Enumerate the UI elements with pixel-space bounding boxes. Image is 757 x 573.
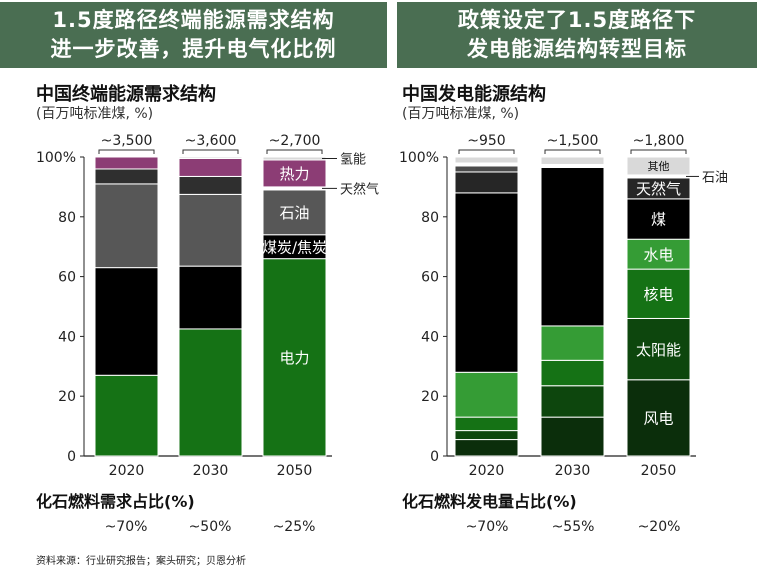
- left-y-tick-label: 80: [58, 210, 76, 226]
- right-segment-label: 风电: [643, 410, 673, 428]
- left-segment-label: 电力: [279, 349, 309, 367]
- banner-left-line-1: 1.5度路径终端能源需求结构: [52, 8, 335, 32]
- right-bar-2030-seg-3: [540, 325, 605, 361]
- left-bar-2030-seg-2: [178, 193, 243, 267]
- right-total-bracket: [458, 149, 515, 154]
- left-chart-title: 中国终端能源需求结构: [36, 84, 216, 105]
- right-total-label: ~1,500: [547, 133, 599, 149]
- right-bar-2020-seg-2: [454, 416, 519, 432]
- left-total-label: ~2,700: [269, 133, 321, 149]
- left-bar-2050-seg-5: [262, 159, 327, 188]
- left-share-2050: ~25%: [272, 519, 316, 535]
- left-bar-2050-seg-0: [262, 258, 327, 457]
- right-y-tick-label: 80: [421, 210, 439, 226]
- left-segment-label: 石油: [279, 204, 309, 222]
- left-y-tick-label: 40: [58, 329, 76, 345]
- banner-right: 政策设定了1.5度路径下 发电能源结构转型目标: [397, 2, 757, 68]
- left-bar-2030-seg-3: [178, 175, 243, 195]
- right-category-label: 2050: [641, 463, 677, 479]
- left-bar-2030-seg-0: [178, 328, 243, 457]
- right-bar-2030-seg-2: [540, 359, 605, 387]
- left-callout-label: 天然气: [340, 181, 379, 197]
- left-y-tick-label: 0: [67, 449, 76, 465]
- left-category-label: 2020: [109, 463, 145, 479]
- right-segment-label: 水电: [643, 246, 673, 264]
- right-bar-2020-seg-1: [454, 430, 519, 441]
- right-share-2030: ~55%: [551, 519, 595, 535]
- right-segment-label: 核电: [643, 285, 673, 303]
- left-y-tick-label: 20: [58, 389, 76, 405]
- left-share-title: 化石燃料需求占比(%): [36, 492, 195, 511]
- right-bar-2030-seg-0: [540, 416, 605, 457]
- right-bar-2050-seg-8: [626, 156, 691, 176]
- right-chart-unit: (百万吨标准煤, %): [402, 106, 520, 122]
- right-bar-2020-seg-6: [454, 165, 519, 173]
- left-total-bracket: [98, 149, 155, 154]
- banner-left: 1.5度路径终端能源需求结构 进一步改善，提升电气化比例: [0, 2, 387, 68]
- right-bar-2050-seg-2: [626, 268, 691, 319]
- left-share-2030: ~50%: [188, 519, 232, 535]
- right-share-2020: ~70%: [465, 519, 509, 535]
- right-share-2050: ~20%: [637, 519, 681, 535]
- left-category-label: 2050: [277, 463, 313, 479]
- right-y-tick-label: 100%: [399, 150, 439, 166]
- right-segment-label: 煤: [651, 211, 666, 229]
- banner-right-line-2: 发电能源结构转型目标: [467, 37, 687, 61]
- left-bar-2030-seg-5: [178, 157, 243, 177]
- banner-right-line-1: 政策设定了1.5度路径下: [457, 8, 697, 32]
- right-bar-2050-seg-1: [626, 317, 691, 381]
- left-bar-2030-seg-6: [178, 156, 243, 159]
- right-segment-label: 太阳能: [636, 341, 681, 359]
- left-total-label: ~3,600: [185, 133, 237, 149]
- left-callout-label: 氢能: [340, 152, 366, 167]
- left-share-2020: ~70%: [104, 519, 148, 535]
- left-segment-label: 热力: [279, 165, 309, 183]
- left-chart-unit: (百万吨标准煤, %): [36, 106, 154, 122]
- left-bar-2020-seg-2: [94, 183, 159, 269]
- right-category-label: 2030: [555, 463, 591, 479]
- right-bar-2020-seg-0: [454, 439, 519, 457]
- right-y-tick-label: 20: [421, 389, 439, 405]
- right-callout-label: 石油: [702, 170, 728, 185]
- left-bar-2020-seg-3: [94, 168, 159, 185]
- left-bar-2030-seg-1: [178, 265, 243, 330]
- left-segment-label: 煤炭/焦炭: [262, 238, 327, 256]
- right-bar-2050-seg-4: [626, 198, 691, 240]
- left-y-tick-label: 60: [58, 270, 76, 286]
- right-bar-2020-seg-4: [454, 192, 519, 373]
- right-y-tick-label: 40: [421, 329, 439, 345]
- right-total-label: ~1,800: [633, 133, 685, 149]
- right-chart-title: 中国发电能源结构: [402, 84, 546, 105]
- left-bar-2020-seg-0: [94, 374, 159, 457]
- left-total-bracket: [266, 149, 323, 154]
- right-bar-2020-seg-8: [454, 156, 519, 164]
- right-segment-label: 其他: [648, 160, 670, 173]
- right-bar-2030-seg-4: [540, 166, 605, 327]
- source-note: 资料来源：行业研究报告；案头研究；贝恩分析: [36, 556, 246, 567]
- left-total-label: ~3,500: [101, 133, 153, 149]
- right-segment-label: 天然气: [636, 180, 681, 198]
- right-category-label: 2020: [469, 463, 505, 479]
- right-bar-2030-seg-8: [540, 156, 605, 165]
- left-bar-2020-seg-5: [94, 156, 159, 170]
- right-total-label: ~950: [467, 133, 505, 149]
- right-bar-2020-seg-5: [454, 171, 519, 194]
- right-total-bracket: [544, 149, 601, 154]
- left-bar-2020-seg-1: [94, 267, 159, 376]
- right-y-tick-label: 0: [430, 449, 439, 465]
- left-y-tick-label: 100%: [36, 150, 76, 166]
- right-bar-2020-seg-3: [454, 371, 519, 418]
- left-bar-2050-seg-6: [262, 156, 327, 161]
- right-y-tick-label: 60: [421, 270, 439, 286]
- right-share-title: 化石燃料发电量占比(%): [402, 492, 577, 511]
- right-bar-2030-seg-1: [540, 385, 605, 418]
- banner-left-line-2: 进一步改善，提升电气化比例: [50, 37, 337, 61]
- left-category-label: 2030: [193, 463, 229, 479]
- right-total-bracket: [630, 149, 687, 154]
- left-total-bracket: [182, 149, 239, 154]
